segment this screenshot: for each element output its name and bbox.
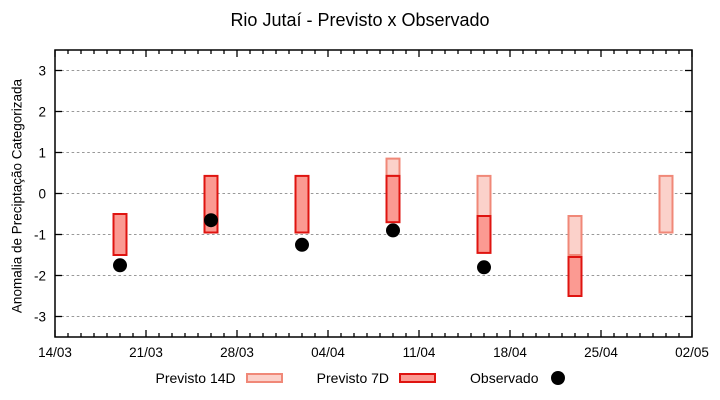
previsto-7d-bar bbox=[476, 215, 492, 254]
previsto-7d-bar bbox=[567, 256, 583, 297]
chart-legend: Previsto 14D Previsto 7D Observado bbox=[0, 367, 720, 389]
legend-swatch-previsto-7d bbox=[399, 373, 437, 383]
observado-point bbox=[295, 237, 309, 252]
observado-point bbox=[386, 223, 400, 238]
x-tick-label: 11/04 bbox=[403, 345, 436, 360]
y-tick-label: -3 bbox=[34, 309, 46, 324]
legend-item-previsto-7d: Previsto 7D bbox=[316, 370, 437, 386]
chart-title: Rio Jutaí - Previsto x Observado bbox=[230, 10, 490, 30]
previsto-14d-bar bbox=[385, 157, 401, 177]
legend-item-previsto-14d: Previsto 14D bbox=[156, 370, 283, 386]
legend-dot-observado bbox=[550, 371, 565, 385]
x-tick-label: 02/05 bbox=[675, 345, 709, 360]
previsto-7d-bar bbox=[294, 174, 310, 234]
x-tick-label: 21/03 bbox=[129, 345, 163, 360]
previsto-14d-bar bbox=[476, 174, 492, 218]
y-tick-label: 2 bbox=[38, 104, 46, 119]
y-tick-label: 1 bbox=[38, 145, 46, 160]
observado-point bbox=[477, 260, 491, 275]
y-tick-label: -1 bbox=[34, 227, 46, 242]
previsto-7d-bar bbox=[385, 174, 401, 224]
previsto-7d-bar bbox=[112, 213, 128, 256]
previsto-14d-bar bbox=[658, 174, 674, 234]
observado-point bbox=[113, 258, 127, 273]
legend-swatch-previsto-14d bbox=[245, 373, 283, 383]
legend-label-previsto-14d: Previsto 14D bbox=[155, 370, 236, 386]
x-tick-label: 14/03 bbox=[38, 345, 72, 360]
observado-point bbox=[204, 213, 218, 228]
legend-label-observado: Observado bbox=[470, 370, 539, 386]
x-tick-label: 25/04 bbox=[584, 345, 618, 360]
x-tick-label: 04/04 bbox=[311, 345, 345, 360]
y-tick-label: 3 bbox=[38, 63, 46, 78]
x-tick-label: 28/03 bbox=[220, 345, 254, 360]
y-tick-label: -2 bbox=[34, 268, 46, 283]
y-tick-label: 0 bbox=[38, 186, 46, 201]
previsto-14d-bar bbox=[567, 215, 583, 256]
x-tick-label: 18/04 bbox=[493, 345, 527, 360]
legend-label-previsto-7d: Previsto 7D bbox=[316, 370, 390, 386]
legend-item-observado: Observado bbox=[470, 370, 565, 386]
